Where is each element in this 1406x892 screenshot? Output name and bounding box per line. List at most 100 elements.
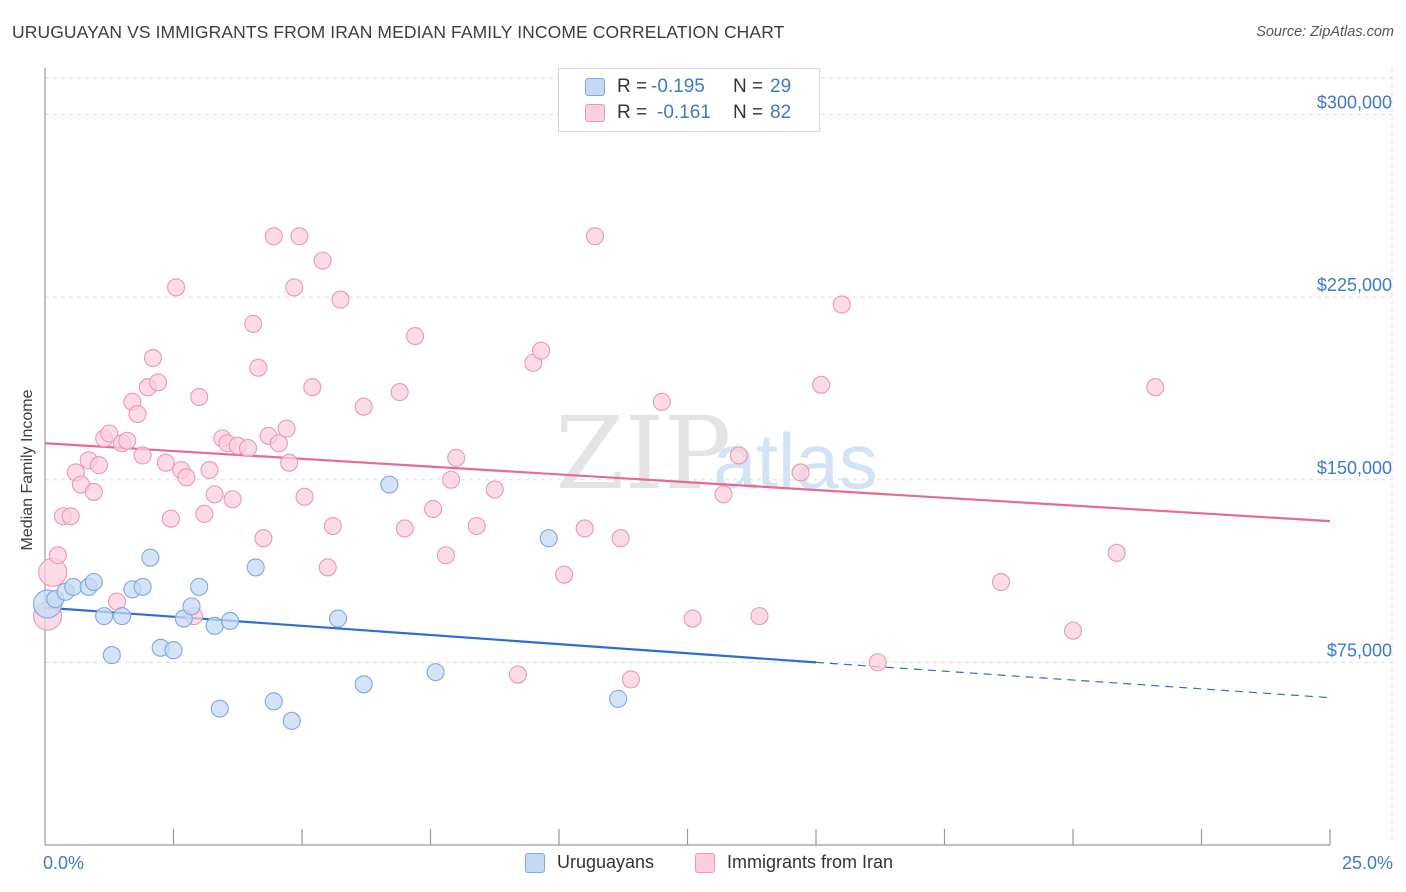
point-iran — [161, 509, 180, 528]
point-iran — [585, 227, 605, 246]
point-iran — [318, 558, 337, 577]
point-iran — [100, 424, 119, 443]
x-tick-label-right: 25.0% — [1342, 853, 1393, 873]
point-iran — [575, 519, 594, 538]
watermark: ZIP atlas — [555, 395, 878, 512]
chart-title: URUGUAYAN VS IMMIGRANTS FROM IRAN MEDIAN… — [12, 22, 785, 42]
watermark-zip: ZIP — [555, 395, 731, 512]
trend-lines — [44, 442, 1331, 699]
point-uruguayan — [282, 711, 301, 730]
trend-line-iran — [44, 442, 1331, 523]
point-iran — [133, 446, 152, 465]
point-iran — [442, 470, 461, 489]
point-iran — [447, 448, 466, 467]
point-iran — [323, 516, 342, 536]
point-iran — [118, 431, 137, 450]
legend-r-value: -0.161 — [657, 102, 711, 123]
point-uruguayan — [609, 689, 628, 708]
legend-n-label: N = — [733, 76, 764, 97]
point-iran — [128, 404, 147, 424]
point-uruguayan — [182, 597, 201, 616]
point-iran — [303, 378, 322, 397]
point-iran — [269, 434, 288, 453]
legend-r-value: -0.195 — [651, 76, 705, 97]
point-uruguayan — [246, 558, 265, 577]
point-iran — [295, 487, 314, 506]
point-iran — [200, 460, 219, 480]
point-iran — [1146, 378, 1165, 397]
point-iran — [177, 468, 196, 487]
y-tick-label: $75,000 — [1327, 640, 1392, 660]
point-iran — [223, 490, 242, 509]
tick-labels: $75,000 $150,000 $225,000 $300,000 0.0% 25.0% — [43, 93, 1393, 873]
point-iran — [868, 653, 887, 672]
point-iran — [395, 519, 414, 538]
legend-r-label: R = — [617, 76, 648, 97]
bottom-legend-label: Uruguayans — [557, 852, 655, 872]
point-uruguayan — [84, 572, 103, 592]
point-uruguayan — [426, 663, 445, 682]
point-iran — [467, 516, 486, 536]
trend-line-uruguayans-extension — [815, 661, 1331, 699]
y-tick-label: $300,000 — [1317, 93, 1392, 113]
point-iran — [244, 314, 263, 333]
point-iran — [205, 485, 224, 504]
point-iran — [531, 341, 551, 360]
point-uruguayan — [113, 607, 132, 626]
point-uruguayan — [354, 675, 373, 694]
point-iran — [249, 358, 268, 377]
point-uruguayan — [264, 692, 283, 711]
point-iran — [280, 453, 299, 472]
point-iran — [48, 546, 67, 565]
point-iran — [436, 546, 455, 565]
point-iran — [611, 529, 630, 548]
point-iran — [195, 504, 214, 523]
point-iran — [254, 529, 273, 548]
y-tick-label: $225,000 — [1317, 275, 1392, 295]
point-iran — [89, 456, 109, 475]
stats-legend: R = -0.195 N = 29 R = -0.161 N = 82 — [558, 68, 820, 132]
point-iran — [406, 327, 425, 346]
point-uruguayan — [190, 577, 209, 596]
point-iran — [156, 453, 175, 472]
point-iran — [485, 480, 504, 499]
point-uruguayan — [220, 611, 240, 631]
x-tick-label-left: 0.0% — [43, 853, 84, 873]
point-iran — [143, 348, 162, 368]
bottom-legend-label: Immigrants from Iran — [727, 852, 894, 872]
legend-r-label: R = — [617, 102, 648, 123]
point-uruguayan — [102, 646, 121, 665]
point-iran — [991, 572, 1011, 592]
point-iran — [84, 482, 103, 501]
point-iran — [729, 446, 748, 465]
trend-line-uruguayans — [44, 606, 817, 664]
point-iran — [264, 227, 283, 246]
bottom-legend-swatch-pink — [695, 853, 715, 873]
point-uruguayan — [539, 529, 558, 548]
point-iran — [832, 295, 851, 314]
legend-n-value: 82 — [770, 102, 792, 123]
point-uruguayan — [133, 577, 152, 596]
point-uruguayan — [64, 577, 83, 596]
point-iran — [750, 607, 769, 626]
legend-swatch-blue — [585, 78, 605, 96]
point-iran — [652, 392, 671, 411]
point-iran — [1107, 543, 1126, 562]
point-iran — [285, 278, 304, 297]
point-iran — [424, 499, 443, 519]
y-axis-label: Median Family Income — [19, 389, 36, 551]
point-iran — [791, 463, 810, 482]
point-uruguayan — [380, 475, 399, 494]
point-iran — [290, 227, 309, 246]
point-iran — [331, 290, 350, 309]
point-iran — [1063, 621, 1083, 640]
point-iran — [277, 419, 296, 438]
point-iran — [621, 670, 641, 689]
point-iran — [149, 373, 168, 392]
point-iran — [61, 507, 80, 526]
point-iran — [390, 383, 409, 402]
point-iran — [238, 439, 258, 458]
point-iran — [190, 387, 209, 407]
point-iran — [167, 278, 186, 297]
